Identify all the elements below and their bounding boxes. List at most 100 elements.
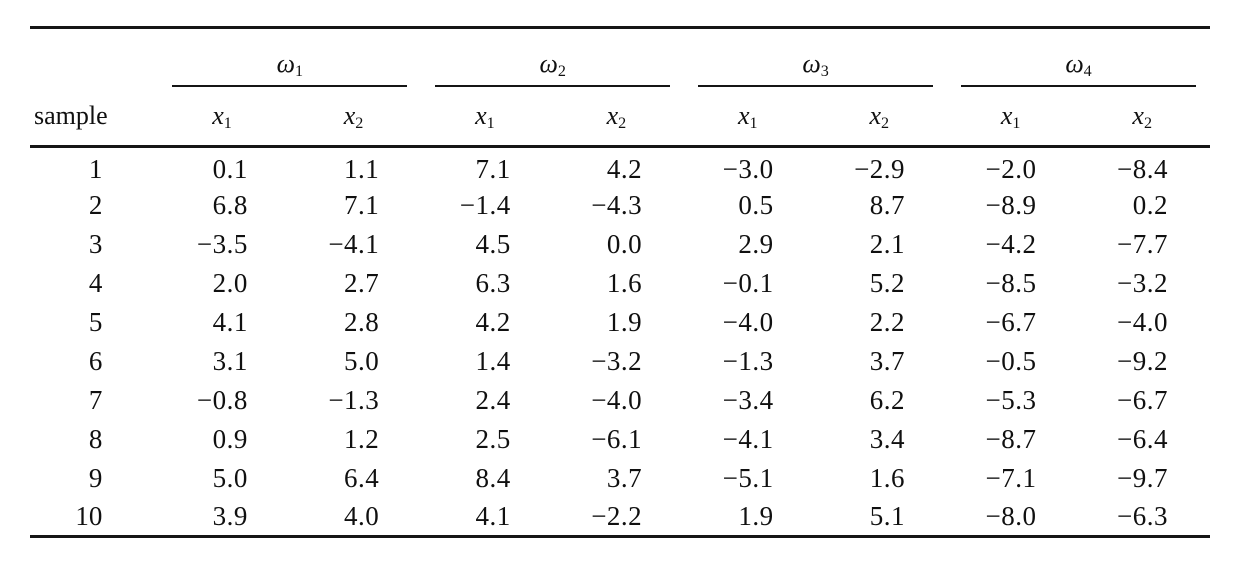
data-table: ω1 ω2 ω3 ω4 sample x1 x2 x1 x2 x1 x2 x1 x2 1 0.1 1.1… [30,26,1210,538]
value-cell: 3.4 [869,423,906,454]
corner-cell [30,28,158,88]
value-cell: 0.9 [212,423,248,454]
group-label: ω4 [1065,49,1092,81]
value-cell: −3.0 [722,154,774,185]
value-cell: 4.5 [475,228,511,259]
value-cell: 6.4 [344,462,380,493]
group-header-omega-4: ω4 [947,28,1210,87]
group-underline [435,85,671,87]
value-cell: −6.4 [1117,423,1168,454]
value-cell: 2.8 [344,306,380,337]
value-cell: −4.3 [591,189,643,220]
group-header-row: ω1 ω2 ω3 ω4 [30,28,1210,88]
value-cell: −4.1 [722,423,774,454]
table-row: 1 0.1 1.1 7.1 4.2 −3.0 −2.9 −2.0 −8.4 [30,147,1210,186]
value-cell: 4.1 [475,500,511,531]
group-underline [172,85,408,87]
value-cell: 0.2 [1132,189,1168,220]
table-body: 1 0.1 1.1 7.1 4.2 −3.0 −2.9 −2.0 −8.4 2 6.8 7.1 −1.4… [30,147,1210,537]
value-cell: 8.4 [475,462,511,493]
sub-header-x2-group2: x2 [552,87,685,148]
sub-header-x1-group4: x1 [947,87,1079,148]
value-cell: 0.5 [738,189,774,220]
sample-number: 6 [88,345,103,376]
value-cell: 2.4 [475,384,511,415]
value-cell: 1.9 [606,306,643,337]
value-cell: −8.0 [985,500,1037,531]
table-row: 10 3.9 4.0 4.1 −2.2 1.9 5.1 −8.0 −6.3 [30,498,1210,537]
sub-header-x2-group3: x2 [815,87,948,148]
value-cell: 5.2 [869,267,906,298]
sample-number: 7 [88,384,103,415]
value-cell: 2.1 [869,228,906,259]
sub-header-x1-group2: x1 [421,87,553,148]
sub-header-x1-group3: x1 [684,87,816,148]
value-cell: −1.3 [328,384,380,415]
table-row: 2 6.8 7.1 −1.4 −4.3 0.5 8.7 −8.9 0.2 [30,186,1210,225]
value-cell: −6.3 [1117,500,1168,531]
sample-number: 9 [88,462,103,493]
value-cell: −2.0 [985,154,1037,185]
value-cell: −0.5 [985,345,1037,376]
group-label: ω1 [276,49,304,81]
value-cell: 1.1 [344,154,380,185]
value-cell: −6.1 [591,423,643,454]
value-cell: 0.1 [212,154,248,185]
value-cell: 4.2 [475,306,511,337]
value-cell: 4.0 [344,500,380,531]
value-cell: −4.0 [591,384,643,415]
table-row: 9 5.0 6.4 8.4 3.7 −5.1 1.6 −7.1 −9.7 [30,459,1210,498]
value-cell: −5.3 [985,384,1037,415]
value-cell: −8.7 [985,423,1037,454]
value-cell: 2.2 [869,306,906,337]
value-cell: 1.6 [869,462,906,493]
value-cell: −1.3 [722,345,774,376]
value-cell: 1.2 [344,423,380,454]
sub-header-row: sample x1 x2 x1 x2 x1 x2 x1 x2 [30,87,1210,148]
value-cell: 3.1 [212,345,248,376]
table-row: 6 3.1 5.0 1.4 −3.2 −1.3 3.7 −0.5 −9.2 [30,342,1210,381]
value-cell: 2.7 [344,267,380,298]
sample-number: 1 [88,154,103,185]
value-cell: −5.1 [722,462,774,493]
value-cell: −4.0 [1117,306,1168,337]
table-row: 4 2.0 2.7 6.3 1.6 −0.1 5.2 −8.5 −3.2 [30,264,1210,303]
value-cell: 2.5 [475,423,511,454]
value-cell: 4.1 [212,306,248,337]
value-cell: −0.1 [722,267,774,298]
sub-header-x1-group1: x1 [158,87,290,148]
sub-header-x2-group4: x2 [1078,87,1210,148]
value-cell: −1.4 [459,189,511,220]
value-cell: −9.7 [1117,462,1168,493]
value-cell: −3.2 [591,345,643,376]
value-cell: −4.0 [722,306,774,337]
group-header-omega-2: ω2 [421,28,684,87]
value-cell: 5.0 [212,462,248,493]
sample-number: 10 [75,500,103,531]
value-cell: 7.1 [475,154,511,185]
sample-number: 4 [88,267,103,298]
value-cell: −7.1 [985,462,1037,493]
value-cell: −6.7 [1117,384,1168,415]
value-cell: 6.2 [869,384,906,415]
group-underline [961,85,1196,87]
table-row: 8 0.9 1.2 2.5 −6.1 −4.1 3.4 −8.7 −6.4 [30,420,1210,459]
table-row: 7 −0.8 −1.3 2.4 −4.0 −3.4 6.2 −5.3 −6.7 [30,381,1210,420]
value-cell: −8.9 [985,189,1037,220]
sample-number: 2 [88,189,103,220]
table-row: 5 4.1 2.8 4.2 1.9 −4.0 2.2 −6.7 −4.0 [30,303,1210,342]
value-cell: 5.1 [869,500,906,531]
value-cell: 3.7 [869,345,906,376]
value-cell: 5.0 [344,345,380,376]
value-cell: −2.9 [854,154,906,185]
group-header-omega-1: ω1 [158,28,421,87]
value-cell: 8.7 [869,189,906,220]
value-cell: −3.5 [196,228,248,259]
value-cell: −0.8 [196,384,248,415]
value-cell: −7.7 [1117,228,1168,259]
value-cell: −4.2 [985,228,1037,259]
value-cell: −6.7 [985,306,1037,337]
group-label: ω3 [802,49,829,81]
sample-number: 8 [88,423,103,454]
